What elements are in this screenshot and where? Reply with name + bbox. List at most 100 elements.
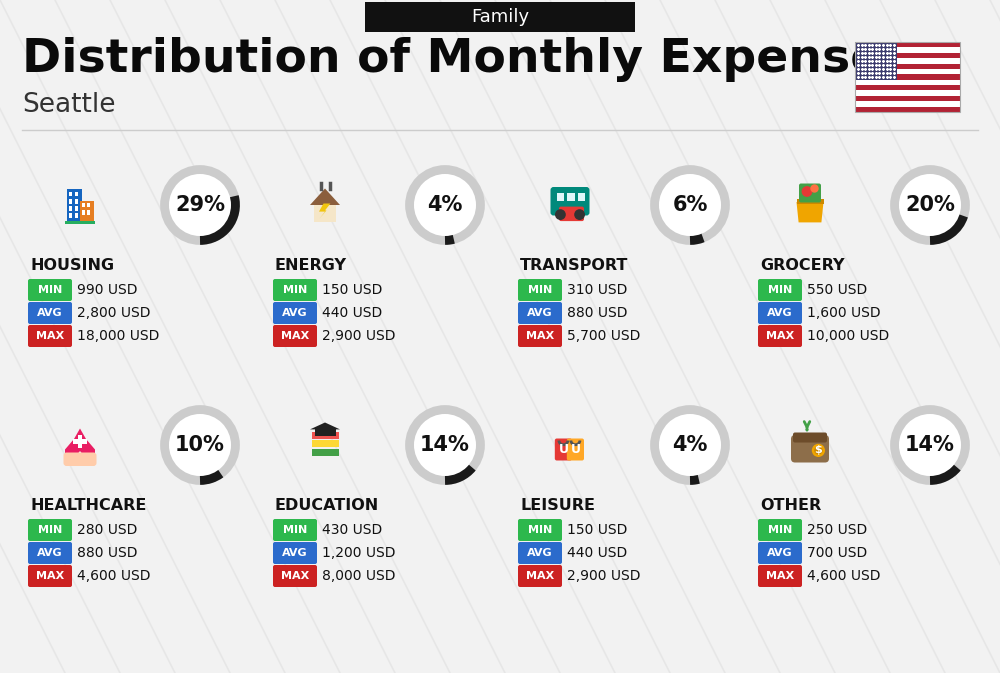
FancyBboxPatch shape	[855, 96, 960, 101]
Text: $: $	[815, 446, 822, 456]
Text: U: U	[558, 443, 568, 456]
Text: 310 USD: 310 USD	[567, 283, 627, 297]
FancyBboxPatch shape	[550, 187, 590, 215]
FancyBboxPatch shape	[69, 213, 72, 218]
FancyBboxPatch shape	[273, 325, 317, 347]
Circle shape	[814, 446, 823, 454]
Text: 4,600 USD: 4,600 USD	[77, 569, 150, 583]
Text: HEALTHCARE: HEALTHCARE	[30, 497, 146, 513]
Text: HOUSING: HOUSING	[30, 258, 114, 273]
Polygon shape	[310, 188, 340, 205]
Text: ENERGY: ENERGY	[275, 258, 347, 273]
Text: 1,200 USD: 1,200 USD	[322, 546, 396, 560]
FancyBboxPatch shape	[28, 279, 72, 301]
Circle shape	[574, 209, 585, 220]
FancyBboxPatch shape	[855, 85, 960, 90]
Text: AVG: AVG	[282, 548, 308, 558]
Text: AVG: AVG	[767, 308, 793, 318]
Text: 18,000 USD: 18,000 USD	[77, 329, 159, 343]
FancyBboxPatch shape	[518, 565, 562, 587]
FancyBboxPatch shape	[518, 302, 562, 324]
FancyBboxPatch shape	[758, 302, 802, 324]
Text: MAX: MAX	[281, 571, 309, 581]
Polygon shape	[319, 203, 330, 219]
Text: Distribution of Monthly Expenses: Distribution of Monthly Expenses	[22, 38, 910, 83]
FancyBboxPatch shape	[758, 519, 802, 541]
FancyBboxPatch shape	[273, 279, 317, 301]
Text: 250 USD: 250 USD	[807, 523, 867, 537]
FancyBboxPatch shape	[312, 432, 338, 439]
FancyBboxPatch shape	[855, 63, 960, 69]
Text: 4%: 4%	[672, 435, 708, 455]
Text: 440 USD: 440 USD	[322, 306, 382, 320]
FancyBboxPatch shape	[855, 58, 960, 63]
Text: MIN: MIN	[768, 285, 792, 295]
FancyBboxPatch shape	[758, 279, 802, 301]
FancyBboxPatch shape	[75, 213, 78, 218]
FancyBboxPatch shape	[28, 519, 72, 541]
Text: MIN: MIN	[528, 285, 552, 295]
Circle shape	[659, 414, 721, 476]
Text: 880 USD: 880 USD	[567, 306, 628, 320]
Text: MIN: MIN	[528, 525, 552, 535]
Circle shape	[659, 174, 721, 236]
Text: 6%: 6%	[672, 195, 708, 215]
FancyBboxPatch shape	[82, 211, 84, 215]
Text: 150 USD: 150 USD	[322, 283, 382, 297]
FancyBboxPatch shape	[82, 203, 84, 207]
Text: 4,600 USD: 4,600 USD	[807, 569, 881, 583]
FancyBboxPatch shape	[855, 106, 960, 112]
FancyBboxPatch shape	[791, 435, 829, 462]
Text: 990 USD: 990 USD	[77, 283, 138, 297]
Text: 280 USD: 280 USD	[77, 523, 137, 537]
Text: GROCERY: GROCERY	[760, 258, 844, 273]
Text: 440 USD: 440 USD	[567, 546, 627, 560]
FancyBboxPatch shape	[855, 74, 960, 79]
Text: MIN: MIN	[768, 525, 792, 535]
FancyBboxPatch shape	[855, 79, 960, 85]
Circle shape	[555, 209, 566, 220]
Text: MIN: MIN	[38, 525, 62, 535]
FancyBboxPatch shape	[80, 201, 94, 221]
Text: 4%: 4%	[427, 195, 463, 215]
FancyBboxPatch shape	[758, 565, 802, 587]
FancyBboxPatch shape	[28, 542, 72, 564]
FancyBboxPatch shape	[87, 203, 90, 207]
FancyBboxPatch shape	[559, 207, 584, 221]
FancyBboxPatch shape	[69, 199, 72, 203]
FancyBboxPatch shape	[78, 435, 82, 448]
Text: 150 USD: 150 USD	[567, 523, 627, 537]
Text: EDUCATION: EDUCATION	[275, 497, 379, 513]
Text: AVG: AVG	[37, 308, 63, 318]
FancyBboxPatch shape	[855, 42, 960, 47]
FancyBboxPatch shape	[518, 542, 562, 564]
Text: LEISURE: LEISURE	[520, 497, 595, 513]
Text: 29%: 29%	[175, 195, 225, 215]
FancyBboxPatch shape	[312, 440, 338, 448]
FancyBboxPatch shape	[758, 325, 802, 347]
Text: U: U	[570, 443, 580, 456]
FancyBboxPatch shape	[69, 206, 72, 211]
Text: 14%: 14%	[420, 435, 470, 455]
Circle shape	[802, 186, 812, 197]
FancyBboxPatch shape	[758, 542, 802, 564]
Polygon shape	[65, 429, 95, 458]
Circle shape	[414, 174, 476, 236]
Circle shape	[812, 444, 825, 457]
Text: 8,000 USD: 8,000 USD	[322, 569, 396, 583]
Text: AVG: AVG	[37, 548, 63, 558]
Text: MIN: MIN	[283, 525, 307, 535]
FancyBboxPatch shape	[855, 47, 960, 52]
FancyBboxPatch shape	[312, 449, 338, 456]
FancyBboxPatch shape	[69, 192, 72, 197]
Circle shape	[169, 174, 231, 236]
FancyBboxPatch shape	[314, 429, 336, 436]
FancyBboxPatch shape	[87, 211, 90, 215]
FancyBboxPatch shape	[556, 193, 564, 201]
Circle shape	[899, 414, 961, 476]
FancyBboxPatch shape	[75, 206, 78, 211]
Text: 2,900 USD: 2,900 USD	[567, 569, 640, 583]
FancyBboxPatch shape	[64, 452, 96, 466]
FancyBboxPatch shape	[28, 565, 72, 587]
Text: 700 USD: 700 USD	[807, 546, 867, 560]
